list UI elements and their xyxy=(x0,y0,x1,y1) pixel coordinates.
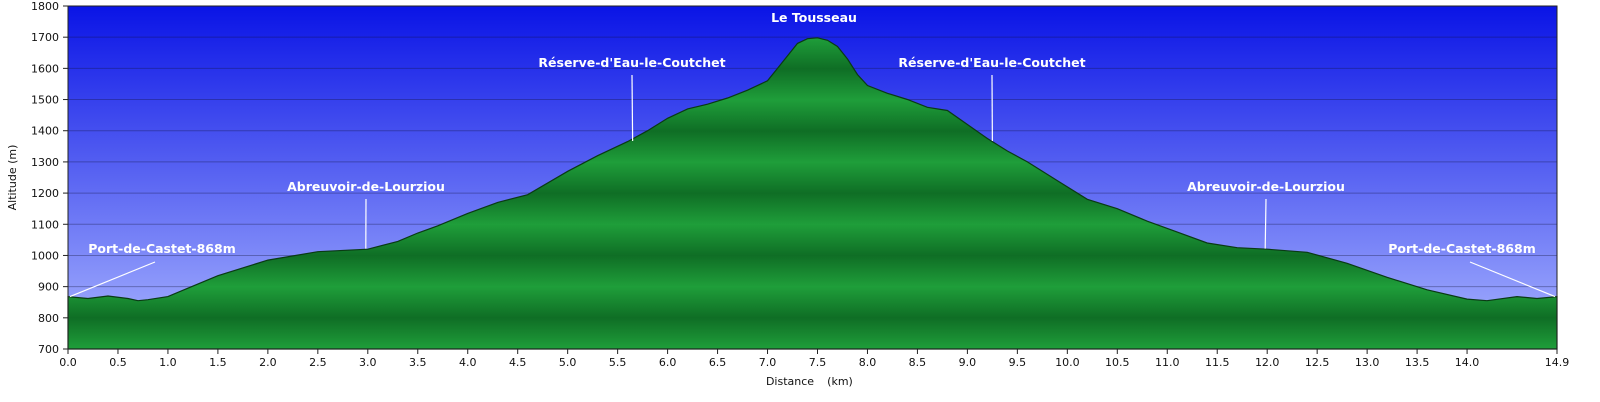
y-axis: 700 800 900 1000 1100 1200 1300 1400 1500 1600 170… xyxy=(31,0,68,356)
x-tick-label-25: 12.5 xyxy=(1305,356,1330,369)
plot-frame xyxy=(67,5,1558,350)
waypoint-label-4: Abreuvoir-de-Lourziou xyxy=(1187,179,1345,194)
x-tick-label-12: 6.0 xyxy=(659,356,677,369)
x-tick-label-20: 10.0 xyxy=(1055,356,1080,369)
x-tick-label-24: 12.0 xyxy=(1255,356,1280,369)
x-tick-label-22: 11.0 xyxy=(1155,356,1180,369)
waypoint-label-6: Port-de-Castet-868m xyxy=(1388,241,1535,256)
waypoint-leader-6 xyxy=(1469,261,1556,298)
x-tick-label-3: 1.5 xyxy=(209,356,227,369)
x-axis-unit: (km) xyxy=(827,375,853,388)
y-tick-label-3: 1000 xyxy=(31,249,59,262)
waypoint-leader-1 xyxy=(631,74,634,142)
waypoint-leader-4 xyxy=(1264,198,1267,249)
x-tick-label-27: 13.5 xyxy=(1405,356,1430,369)
waypoint-leader-5 xyxy=(69,261,156,298)
x-tick-label-29: 14.9 xyxy=(1545,356,1570,369)
x-tick-label-9: 4.5 xyxy=(509,356,527,369)
x-tick-label-4: 2.0 xyxy=(259,356,277,369)
y-tick-label-4: 1100 xyxy=(31,218,59,231)
waypoint-label-0: Le Tousseau xyxy=(771,10,857,25)
x-tick-label-0: 0.0 xyxy=(59,356,77,369)
y-tick-label-5: 1200 xyxy=(31,187,59,200)
x-tick-label-15: 7.5 xyxy=(809,356,827,369)
y-tick-label-1: 800 xyxy=(38,312,59,325)
x-tick-label-7: 3.5 xyxy=(409,356,427,369)
waypoint-label-1: Réserve-d'Eau-le-Coutchet xyxy=(538,55,725,70)
x-tick-label-1: 0.5 xyxy=(109,356,127,369)
x-tick-label-2: 1.0 xyxy=(159,356,177,369)
y-tick-label-0: 700 xyxy=(38,343,59,356)
waypoint-annotations: Le Tousseau Réserve-d'Eau-le-Coutchet Rése… xyxy=(69,10,1556,298)
x-tick-label-5: 2.5 xyxy=(309,356,327,369)
x-tick-label-26: 13.0 xyxy=(1355,356,1380,369)
waypoint-label-3: Abreuvoir-de-Lourziou xyxy=(287,179,445,194)
x-tick-label-17: 8.5 xyxy=(909,356,927,369)
x-tick-label-11: 5.5 xyxy=(609,356,627,369)
x-tick-label-18: 9.0 xyxy=(959,356,977,369)
x-tick-label-6: 3.0 xyxy=(359,356,377,369)
x-tick-label-28: 14.0 xyxy=(1455,356,1480,369)
x-axis-title: Distance xyxy=(766,375,814,388)
waypoint-label-2: Réserve-d'Eau-le-Coutchet xyxy=(898,55,1085,70)
x-tick-label-8: 4.0 xyxy=(459,356,477,369)
y-tick-label-7: 1400 xyxy=(31,125,59,138)
x-tick-label-14: 7.0 xyxy=(759,356,777,369)
x-tick-label-16: 8.0 xyxy=(859,356,877,369)
waypoint-label-5: Port-de-Castet-868m xyxy=(88,241,235,256)
x-tick-label-19: 9.5 xyxy=(1009,356,1027,369)
y-tick-label-9: 1600 xyxy=(31,62,59,75)
x-axis: 0.0 0.5 1.0 1.5 2.0 2.5 3.0 3.5 4.0 4.5 5.0 5.5 6.0 6… xyxy=(59,349,1569,369)
x-tick-label-10: 5.0 xyxy=(559,356,577,369)
y-tick-label-2: 900 xyxy=(38,281,59,294)
x-tick-label-23: 11.5 xyxy=(1205,356,1230,369)
x-tick-label-13: 6.5 xyxy=(709,356,727,369)
elevation-area xyxy=(67,37,1558,350)
y-tick-label-6: 1300 xyxy=(31,156,59,169)
y-tick-label-10: 1700 xyxy=(31,31,59,44)
y-tick-label-11: 1800 xyxy=(31,0,59,13)
y-axis-title: Altitude (m) xyxy=(6,145,19,211)
x-tick-label-21: 10.5 xyxy=(1105,356,1130,369)
y-tick-label-8: 1500 xyxy=(31,94,59,107)
